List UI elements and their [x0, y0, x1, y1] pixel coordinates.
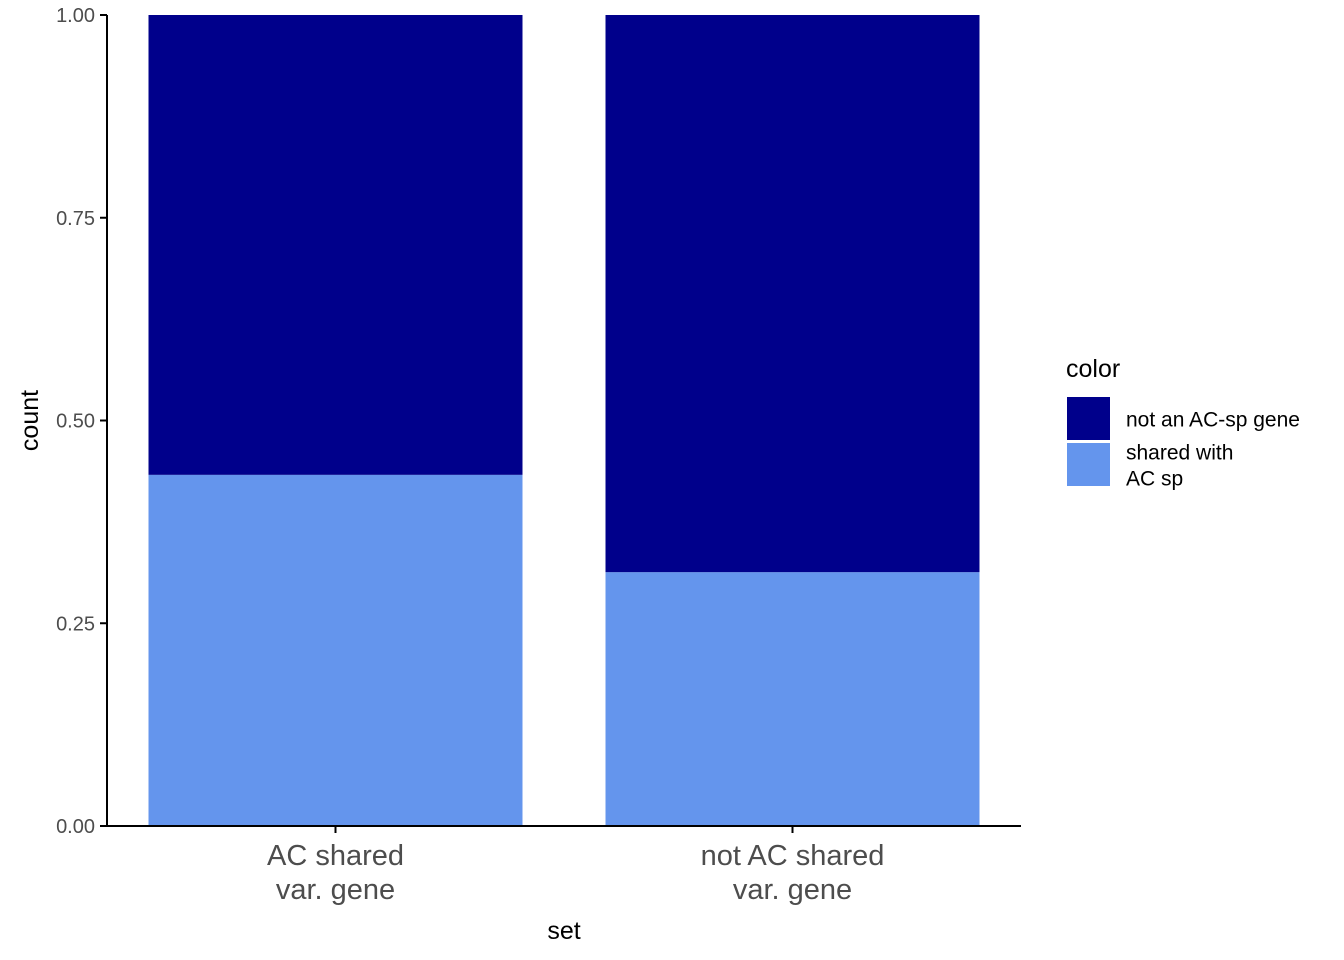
bar-seg-1-1	[605, 15, 980, 573]
legend-key	[1067, 443, 1110, 486]
x-tick-label: AC shared var. gene	[267, 840, 404, 906]
bar-seg-0-1	[148, 15, 523, 475]
x-axis-title: set	[547, 917, 580, 945]
x-ticks: AC shared var. gene not AC shared var. gene	[267, 826, 884, 906]
x-tick-label: not AC shared var. gene	[701, 840, 885, 906]
y-tick-label: 0.00	[56, 816, 95, 838]
y-ticks: 0.00 0.25 0.50 0.75 1.00	[56, 5, 107, 838]
y-tick-label: 0.75	[56, 208, 95, 230]
legend-label: not an AC-sp gene	[1126, 409, 1300, 432]
legend-label: shared with AC sp	[1126, 442, 1233, 491]
bar-seg-0-0	[148, 474, 523, 826]
legend: color not an AC-sp gene shared with AC sp	[1066, 355, 1300, 491]
y-tick-label: 1.00	[56, 5, 95, 27]
bar-seg-1-0	[605, 572, 980, 826]
y-axis-title: count	[16, 390, 44, 451]
y-tick-label: 0.25	[56, 613, 95, 635]
legend-key	[1067, 397, 1110, 440]
bars	[148, 15, 980, 826]
legend-title: color	[1066, 355, 1120, 383]
y-tick-label: 0.50	[56, 411, 95, 433]
